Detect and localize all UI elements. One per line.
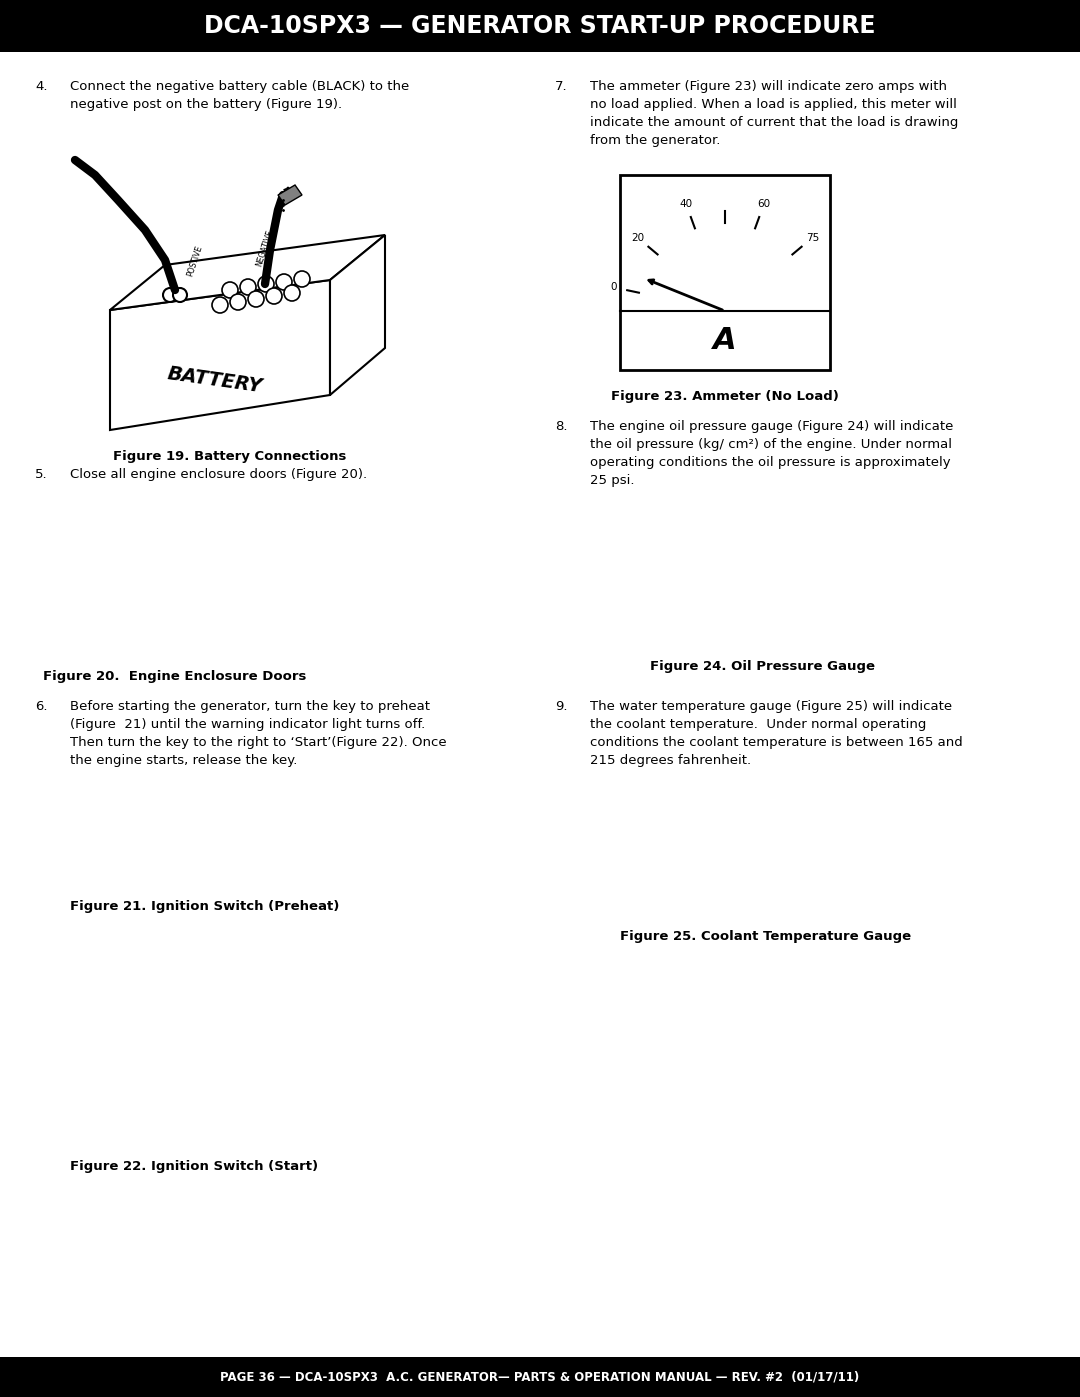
Circle shape xyxy=(173,288,187,302)
Text: The water temperature gauge (Figure 25) will indicate: The water temperature gauge (Figure 25) … xyxy=(590,700,953,712)
Circle shape xyxy=(258,277,274,292)
Text: PAGE 36 — DCA-10SPX3  A.C. GENERATOR— PARTS & OPERATION MANUAL — REV. #2  (01/17: PAGE 36 — DCA-10SPX3 A.C. GENERATOR— PAR… xyxy=(220,1370,860,1383)
Text: Figure 21. Ignition Switch (Preheat): Figure 21. Ignition Switch (Preheat) xyxy=(70,900,339,914)
Text: the coolant temperature.  Under normal operating: the coolant temperature. Under normal op… xyxy=(590,718,927,731)
Circle shape xyxy=(222,282,238,298)
Text: 6.: 6. xyxy=(35,700,48,712)
Text: POSTIVE: POSTIVE xyxy=(186,244,204,278)
Text: 20: 20 xyxy=(631,233,645,243)
Text: Figure 22. Ignition Switch (Start): Figure 22. Ignition Switch (Start) xyxy=(70,1160,319,1173)
Text: 25 psi.: 25 psi. xyxy=(590,474,635,488)
Text: Figure 24. Oil Pressure Gauge: Figure 24. Oil Pressure Gauge xyxy=(650,659,875,673)
Text: 60: 60 xyxy=(757,198,770,210)
Text: 40: 40 xyxy=(679,198,692,210)
Text: 8.: 8. xyxy=(555,420,567,433)
Text: conditions the coolant temperature is between 165 and: conditions the coolant temperature is be… xyxy=(590,736,962,749)
Text: 5.: 5. xyxy=(35,468,48,481)
Bar xyxy=(0,0,1080,52)
Text: 4.: 4. xyxy=(35,80,48,94)
Text: DCA-10SPX3 — GENERATOR START-UP PROCEDURE: DCA-10SPX3 — GENERATOR START-UP PROCEDUR… xyxy=(204,14,876,38)
Text: The ammeter (Figure 23) will indicate zero amps with: The ammeter (Figure 23) will indicate ze… xyxy=(590,80,947,94)
Text: 9.: 9. xyxy=(555,700,567,712)
Polygon shape xyxy=(110,279,330,430)
Text: Figure 23. Ammeter (No Load): Figure 23. Ammeter (No Load) xyxy=(611,390,839,402)
Text: 7.: 7. xyxy=(555,80,568,94)
Text: BATTERY: BATTERY xyxy=(166,365,264,397)
Circle shape xyxy=(284,285,300,300)
Circle shape xyxy=(294,271,310,286)
Text: 215 degrees fahrenheit.: 215 degrees fahrenheit. xyxy=(590,754,751,767)
Polygon shape xyxy=(110,235,384,310)
Text: the oil pressure (kg/ cm²) of the engine. Under normal: the oil pressure (kg/ cm²) of the engine… xyxy=(590,439,951,451)
Text: NEGATIVE: NEGATIVE xyxy=(255,229,275,268)
Text: Close all engine enclosure doors (Figure 20).: Close all engine enclosure doors (Figure… xyxy=(70,468,367,481)
Circle shape xyxy=(212,298,228,313)
Text: 75: 75 xyxy=(806,233,819,243)
Text: A: A xyxy=(713,326,737,355)
Circle shape xyxy=(230,293,246,310)
Circle shape xyxy=(248,291,264,307)
Text: Figure 19. Battery Connections: Figure 19. Battery Connections xyxy=(113,450,347,462)
Text: 0: 0 xyxy=(610,282,617,292)
Text: Figure 25. Coolant Temperature Gauge: Figure 25. Coolant Temperature Gauge xyxy=(620,930,912,943)
Circle shape xyxy=(163,288,177,302)
Text: no load applied. When a load is applied, this meter will: no load applied. When a load is applied,… xyxy=(590,98,957,110)
Text: operating conditions the oil pressure is approximately: operating conditions the oil pressure is… xyxy=(590,455,950,469)
Bar xyxy=(0,1356,1080,1397)
Text: from the generator.: from the generator. xyxy=(590,134,720,147)
Bar xyxy=(620,175,831,370)
Circle shape xyxy=(266,288,282,305)
Text: indicate the amount of current that the load is drawing: indicate the amount of current that the … xyxy=(590,116,958,129)
Text: Before starting the generator, turn the key to preheat: Before starting the generator, turn the … xyxy=(70,700,430,712)
Circle shape xyxy=(276,274,292,291)
Text: (Figure  21) until the warning indicator light turns off.: (Figure 21) until the warning indicator … xyxy=(70,718,426,731)
Polygon shape xyxy=(330,235,384,395)
Text: the engine starts, release the key.: the engine starts, release the key. xyxy=(70,754,297,767)
Text: Connect the negative battery cable (BLACK) to the: Connect the negative battery cable (BLAC… xyxy=(70,80,409,94)
Text: Figure 20.  Engine Enclosure Doors: Figure 20. Engine Enclosure Doors xyxy=(43,671,307,683)
Text: negative post on the battery (Figure 19).: negative post on the battery (Figure 19)… xyxy=(70,98,342,110)
Polygon shape xyxy=(278,184,302,205)
Text: The engine oil pressure gauge (Figure 24) will indicate: The engine oil pressure gauge (Figure 24… xyxy=(590,420,954,433)
Circle shape xyxy=(240,279,256,295)
Text: Then turn the key to the right to ‘Start’(Figure 22). Once: Then turn the key to the right to ‘Start… xyxy=(70,736,447,749)
